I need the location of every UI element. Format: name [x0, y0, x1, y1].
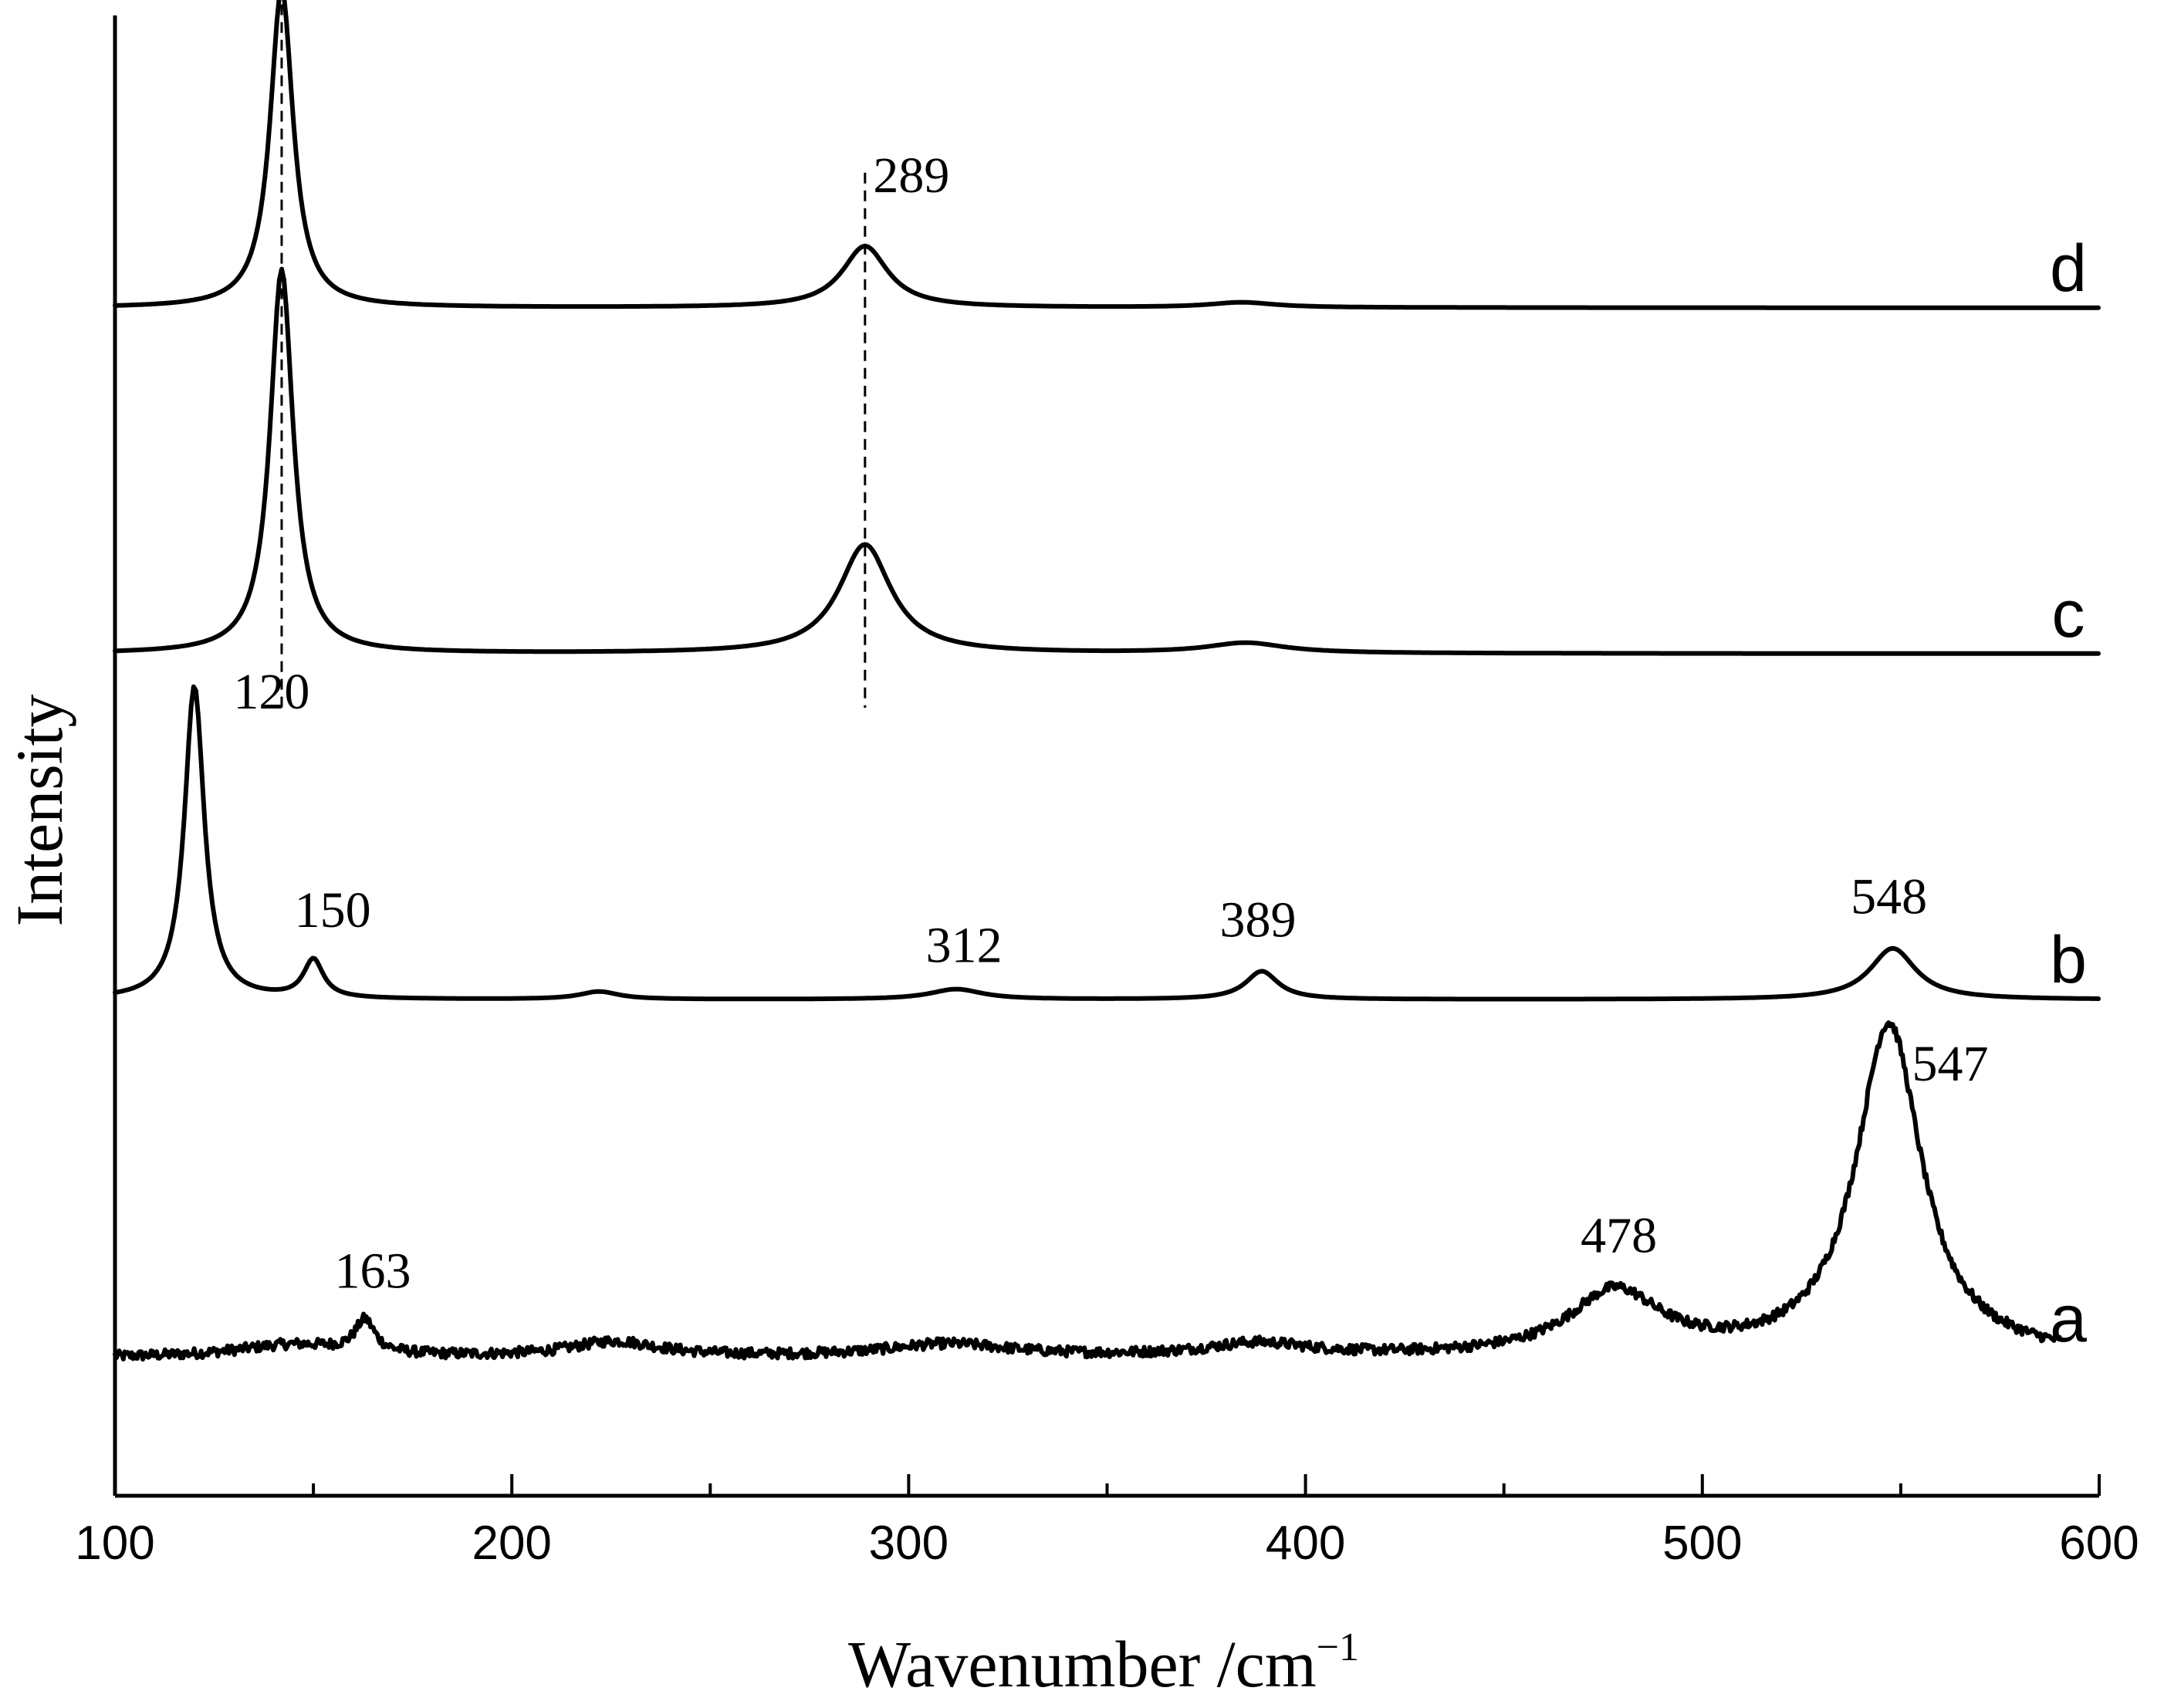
peak-label-389: 389	[1220, 891, 1297, 948]
peak-label-312: 312	[926, 918, 1003, 974]
spectrum-d	[113, 0, 2101, 310]
x-axis-tick-labels: 100 200 300 400 500 600	[75, 1517, 2139, 1570]
series-label-b: b	[2050, 923, 2087, 997]
series-label-a: a	[2050, 1282, 2087, 1356]
x-tick-label: 100	[75, 1517, 154, 1570]
peak-label-289: 289	[873, 147, 949, 204]
peak-label-150: 150	[295, 882, 371, 939]
x-axis-ticks	[113, 1474, 2101, 1496]
x-tick-label: 600	[2059, 1517, 2139, 1570]
spectra	[113, 0, 2101, 1362]
x-tick-label: 300	[869, 1517, 948, 1570]
spectrum-a	[113, 1020, 2062, 1362]
peak-label-478: 478	[1581, 1207, 1657, 1263]
peak-label-548: 548	[1851, 869, 1927, 925]
spectrum-c	[113, 266, 2101, 656]
x-tick-label: 400	[1266, 1517, 1345, 1570]
reference-lines	[280, 0, 867, 708]
x-axis-title-text: Wavenumber /cm	[848, 1627, 1317, 1701]
x-tick-label: 200	[472, 1517, 551, 1570]
peak-labels: 142289120150312389548163478547	[233, 147, 1988, 1300]
peak-label-547: 547	[1912, 1036, 1988, 1092]
y-axis-title: Intensity	[2, 695, 76, 927]
peak-label-163: 163	[334, 1243, 411, 1299]
series-labels: a b c d	[2050, 232, 2087, 1356]
series-label-d: d	[2050, 232, 2087, 306]
spectrum-b	[113, 684, 2101, 1002]
peak-label-120: 120	[233, 664, 309, 720]
x-tick-label: 500	[1662, 1517, 1742, 1570]
series-label-c: c	[2052, 577, 2085, 651]
x-axis-title-superscript: −1	[1317, 1625, 1359, 1669]
x-axis-title: Wavenumber /cm−1	[848, 1625, 1359, 1701]
